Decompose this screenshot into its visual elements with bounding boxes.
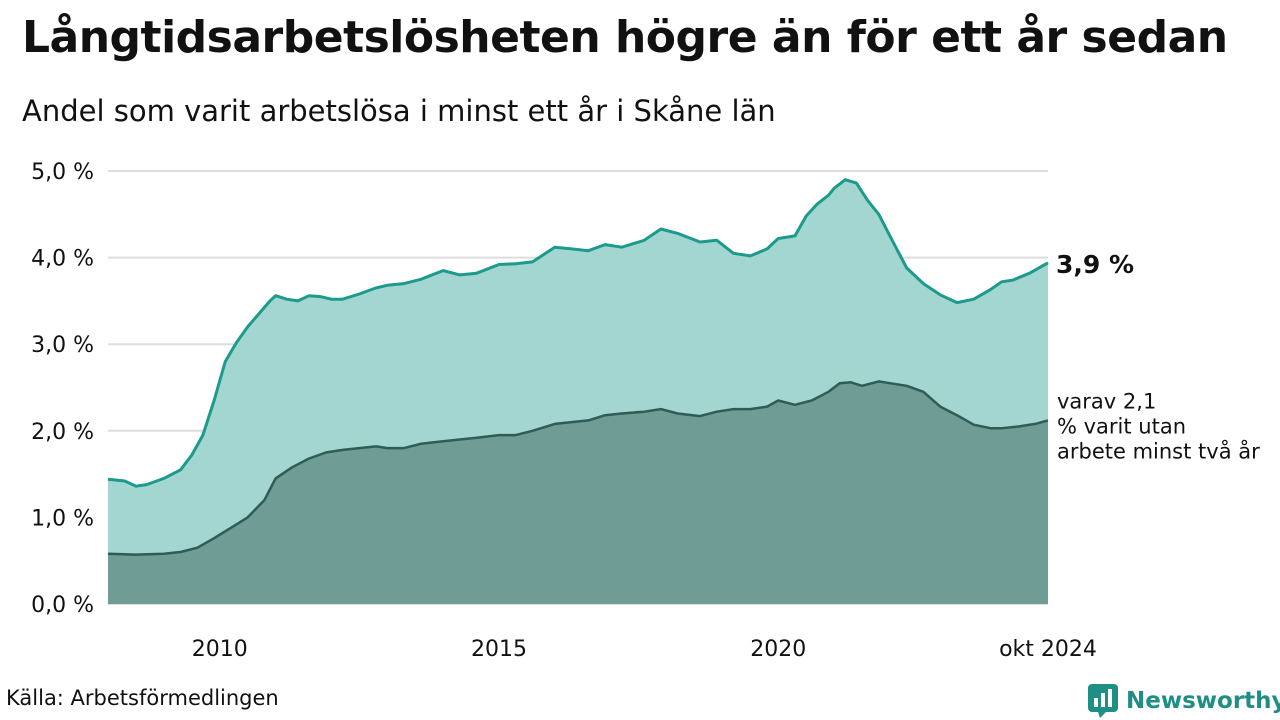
- brand[interactable]: Newsworthy: [1088, 684, 1280, 718]
- axis-layer: 0,0 % 1,0 % 2,0 % 3,0 % 4,0 % 5,0 % 2010 2015 20…: [31, 160, 1097, 662]
- source-note: Källa: Arbetsförmedlingen: [6, 686, 279, 710]
- series-1-end-label: 3,9 %: [1056, 250, 1134, 279]
- y-tick-label: 5,0 %: [31, 160, 94, 185]
- y-tick-label: 3,0 %: [31, 333, 94, 358]
- newsworthy-logo-icon: [1088, 684, 1118, 718]
- label-layer: 3,9 % varav 2,1% varit utan arbete minst t…: [1056, 250, 1260, 464]
- series-1-line: [107, 178, 1049, 488]
- chart-title: Långtidsarbetslösheten högre än för ett …: [22, 12, 1228, 63]
- x-tick-label: 2020: [750, 637, 806, 662]
- area-layer: [107, 178, 1049, 604]
- series-2-area: [108, 381, 1048, 604]
- series-2-line: [107, 380, 1049, 556]
- brand-name: Newsworthy: [1126, 688, 1280, 714]
- x-tick-label: 2015: [471, 637, 527, 662]
- y-tick-label: 4,0 %: [31, 247, 94, 272]
- series-2-end-label: varav 2,1% varit utan arbete minst två år: [1057, 389, 1260, 463]
- x-tick-label: 2010: [192, 637, 248, 662]
- x-tick-label: okt 2024: [999, 637, 1097, 662]
- chart-subtitle: Andel som varit arbetslösa i minst ett å…: [22, 94, 776, 128]
- y-tick-label: 0,0 %: [31, 593, 94, 618]
- y-tick-label: 2,0 %: [31, 420, 94, 445]
- y-tick-label: 1,0 %: [31, 506, 94, 531]
